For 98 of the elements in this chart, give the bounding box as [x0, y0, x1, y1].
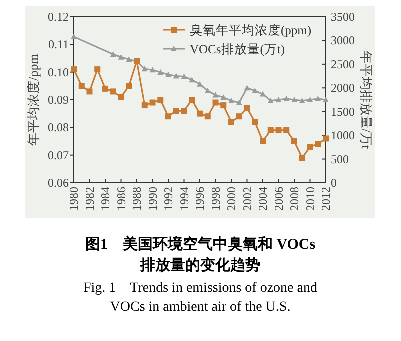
point [276, 97, 282, 102]
point [150, 100, 156, 106]
point [292, 138, 298, 144]
y-tick-label: 0.09 [48, 93, 69, 107]
point [86, 88, 93, 95]
x-tick-label: 2012 [319, 187, 333, 211]
y2-tick-label: 2000 [331, 81, 355, 96]
x-tick-label: 1986 [114, 187, 128, 211]
point [212, 92, 219, 98]
y2-tick-label: 3500 [331, 10, 355, 24]
point [244, 85, 250, 91]
point [284, 96, 290, 102]
point [181, 108, 188, 114]
y2-axis-title: 年平均排放量/万t [359, 50, 374, 150]
point [299, 155, 306, 162]
y2-tick-label: 0 [331, 176, 337, 190]
point [71, 34, 77, 40]
point [166, 72, 172, 78]
x-tick-label: 2010 [303, 187, 318, 211]
y-tick-label: 0.08 [48, 120, 69, 135]
point [204, 114, 211, 120]
point [189, 97, 196, 103]
point [323, 97, 329, 102]
point [189, 77, 196, 83]
text: 图1 美国环境空气中臭氧和 VOCs 排放量的变化趋势 [84, 235, 317, 276]
y2-tick-label: 1500 [331, 104, 355, 119]
point [212, 100, 219, 106]
point [126, 83, 132, 90]
x-tick-label: 1980 [67, 187, 81, 211]
point [150, 67, 156, 73]
y-tick-label: 0.10 [48, 65, 69, 80]
y-tick-label: 0.11 [48, 38, 69, 52]
point [292, 97, 298, 102]
point [94, 66, 101, 73]
point [315, 141, 322, 148]
point [102, 86, 108, 92]
point [197, 110, 203, 117]
text: Fig. 1 Trends in emissions of ozone and VOCs in ambient air of the U.S. [82, 280, 318, 317]
point [166, 114, 172, 120]
point [110, 88, 116, 95]
point [252, 88, 258, 94]
x-tick-label: 1988 [130, 187, 144, 211]
point [260, 138, 266, 144]
point [110, 51, 116, 57]
point [142, 66, 148, 72]
point [173, 73, 180, 79]
point [158, 69, 164, 75]
point [71, 66, 77, 73]
point [307, 144, 314, 150]
point [252, 119, 258, 126]
x-tick-label: 1984 [98, 187, 112, 211]
point [260, 91, 266, 97]
point [197, 81, 203, 87]
y2-tick-label: 500 [331, 152, 349, 166]
point [118, 94, 124, 100]
x-tick-label: 1992 [162, 187, 176, 211]
point [118, 54, 124, 60]
point [126, 56, 132, 62]
point [244, 105, 250, 112]
x-tick-label: 2008 [288, 187, 302, 211]
point [228, 119, 234, 126]
y2-tick-label: 3000 [331, 34, 355, 48]
y-tick-label: 0.12 [48, 10, 69, 24]
point [299, 98, 306, 104]
x-tick-label: 1996 [193, 187, 207, 211]
point [323, 136, 329, 142]
point [284, 127, 290, 134]
y-tick-label: 0.07 [48, 148, 69, 162]
point [220, 94, 227, 100]
x-tick-label: 1990 [146, 187, 160, 211]
point [315, 96, 322, 102]
point [228, 98, 234, 104]
point [78, 83, 85, 90]
point [220, 102, 227, 109]
point [236, 114, 242, 120]
point [181, 74, 188, 80]
legend-label: VOCs排放量(万t) [190, 42, 286, 56]
legend-label: 臭氧年平均浓度(ppm) [190, 22, 312, 38]
x-tick-label: 1998 [208, 187, 223, 211]
y2-tick-label: 2500 [331, 57, 355, 72]
point [268, 98, 274, 104]
point [142, 102, 148, 109]
point [173, 108, 180, 114]
y2-tick-label: 1000 [331, 128, 355, 143]
x-tick-label: 2006 [272, 187, 286, 211]
x-tick-label: 1994 [177, 187, 192, 211]
x-tick-label: 2000 [224, 187, 238, 211]
x-tick-label: 2004 [256, 187, 270, 211]
point [236, 100, 242, 106]
x-tick-label: 1982 [82, 187, 97, 211]
point [268, 127, 274, 134]
point [276, 127, 282, 134]
y-tick-label: 0.06 [48, 176, 69, 190]
point [307, 97, 314, 102]
x-tick-label: 2002 [240, 187, 254, 211]
y-axis-title: 年平均浓度/ppm [26, 54, 41, 146]
point [158, 97, 164, 103]
point [204, 88, 211, 94]
